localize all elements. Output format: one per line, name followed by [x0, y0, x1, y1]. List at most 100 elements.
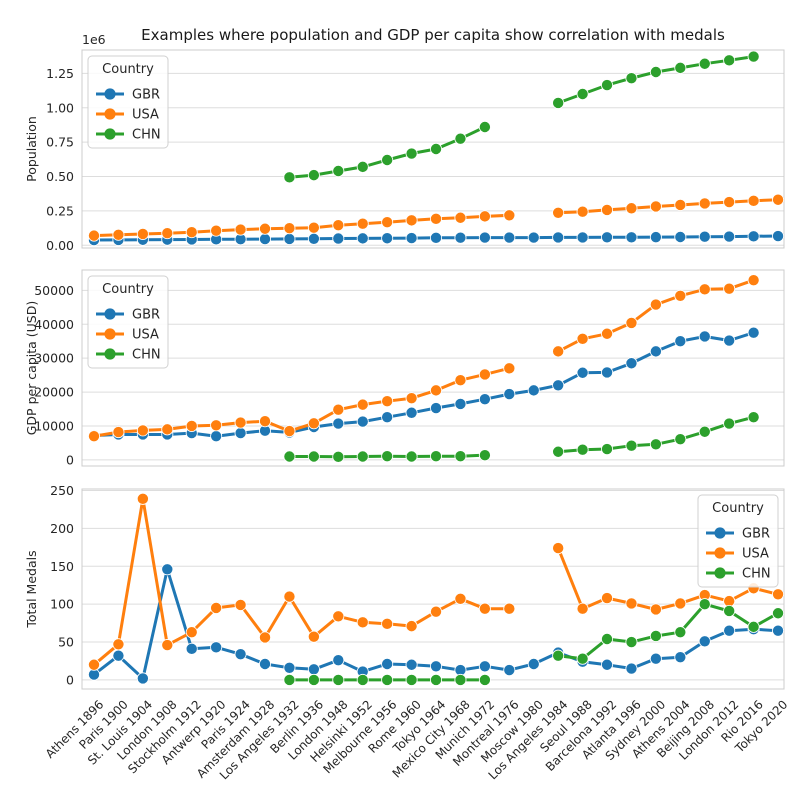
data-point — [649, 438, 662, 451]
data-point — [478, 121, 491, 134]
y-tick-label: 0.50 — [46, 169, 74, 184]
data-point — [234, 648, 247, 661]
data-point — [307, 417, 320, 430]
data-point — [381, 395, 394, 408]
y-tick-label: 200 — [50, 521, 74, 536]
data-point — [601, 79, 614, 92]
data-point — [283, 222, 296, 235]
data-point — [747, 194, 760, 207]
legend-swatch-marker — [104, 348, 116, 360]
series-usa — [88, 492, 785, 671]
data-point — [698, 283, 711, 296]
legend-box — [87, 55, 169, 149]
data-point — [381, 450, 394, 463]
data-point — [259, 658, 272, 671]
data-point — [674, 597, 687, 610]
series-gbr — [88, 563, 785, 685]
data-point — [601, 203, 614, 216]
data-point — [698, 197, 711, 210]
legend-title: Country — [102, 62, 154, 77]
data-point — [723, 604, 736, 617]
data-point — [625, 231, 638, 244]
data-point — [454, 397, 467, 410]
data-point — [210, 601, 223, 614]
data-point — [283, 232, 296, 245]
data-point — [747, 50, 760, 63]
data-point — [576, 652, 589, 665]
data-point — [356, 217, 369, 230]
data-point — [576, 602, 589, 615]
data-point — [723, 417, 736, 430]
data-point — [674, 626, 687, 639]
data-point — [503, 209, 516, 222]
data-point — [332, 417, 345, 430]
data-point — [576, 332, 589, 345]
data-point — [478, 210, 491, 223]
data-point — [161, 563, 174, 576]
data-point — [649, 603, 662, 616]
data-point — [307, 673, 320, 686]
data-point — [674, 198, 687, 211]
data-point — [430, 450, 443, 463]
data-point — [625, 439, 638, 452]
data-point — [234, 223, 247, 236]
data-point — [430, 384, 443, 397]
y-offset-text: 1e6 — [82, 32, 106, 47]
data-point — [356, 616, 369, 629]
data-point — [552, 379, 565, 392]
y-tick-label: 0 — [66, 452, 74, 467]
data-point — [552, 649, 565, 662]
data-point — [625, 357, 638, 370]
data-point — [649, 298, 662, 311]
data-point — [405, 673, 418, 686]
series-usa — [88, 193, 785, 242]
legend-label-gbr: GBR — [132, 308, 160, 323]
data-point — [259, 222, 272, 235]
data-point — [674, 651, 687, 664]
data-point — [136, 424, 149, 437]
data-point — [723, 282, 736, 295]
data-point — [161, 423, 174, 436]
data-point — [112, 638, 125, 651]
data-point — [698, 330, 711, 343]
data-point — [478, 393, 491, 406]
data-point — [381, 216, 394, 229]
data-point — [381, 411, 394, 424]
data-point — [698, 598, 711, 611]
data-point — [381, 232, 394, 245]
data-point — [185, 419, 198, 432]
data-point — [112, 649, 125, 662]
data-point — [210, 430, 223, 443]
data-point — [112, 228, 125, 241]
legend-swatch-marker — [714, 567, 726, 579]
data-point — [210, 641, 223, 654]
data-point — [234, 416, 247, 429]
data-point — [356, 450, 369, 463]
data-point — [552, 96, 565, 109]
y-tick-label: 30000 — [34, 351, 74, 366]
data-point — [430, 231, 443, 244]
data-point — [601, 592, 614, 605]
data-point — [674, 433, 687, 446]
data-point — [552, 542, 565, 555]
data-point — [307, 169, 320, 182]
legend-label-chn: CHN — [742, 567, 771, 582]
data-point — [283, 590, 296, 603]
data-point — [356, 398, 369, 411]
data-point — [478, 368, 491, 381]
data-point — [332, 232, 345, 245]
y-axis-label: Population — [24, 116, 39, 182]
data-point — [625, 636, 638, 649]
data-point — [88, 430, 101, 443]
y-tick-label: 50 — [58, 635, 74, 650]
data-point — [723, 54, 736, 67]
y-tick-label: 1.00 — [46, 100, 74, 115]
data-point — [332, 610, 345, 623]
data-point — [88, 229, 101, 242]
y-tick-label: 50000 — [34, 283, 74, 298]
data-point — [649, 66, 662, 79]
data-point — [307, 232, 320, 245]
plot-frame — [81, 49, 785, 249]
legend-box — [87, 275, 169, 369]
